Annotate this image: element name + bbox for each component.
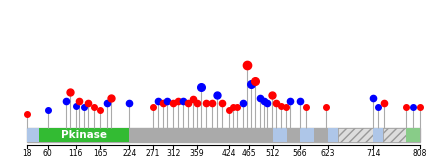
Text: 424: 424	[222, 148, 236, 157]
Bar	[406, 128, 420, 142]
Text: 623: 623	[321, 148, 335, 157]
Bar	[300, 128, 313, 142]
Bar	[328, 128, 338, 142]
Text: 566: 566	[292, 148, 307, 157]
Bar	[313, 128, 328, 142]
Bar	[129, 128, 273, 142]
Text: 465: 465	[242, 148, 257, 157]
Text: 512: 512	[266, 148, 280, 157]
Text: 60: 60	[43, 148, 53, 157]
Text: 116: 116	[68, 148, 83, 157]
Text: 359: 359	[189, 148, 204, 157]
Text: 165: 165	[93, 148, 108, 157]
Text: 714: 714	[366, 148, 381, 157]
Bar	[273, 128, 287, 142]
Text: 808: 808	[413, 148, 427, 157]
Bar	[373, 128, 383, 142]
Bar	[287, 128, 300, 142]
Bar	[338, 128, 373, 142]
Text: 312: 312	[166, 148, 181, 157]
Bar	[39, 128, 129, 142]
Bar	[27, 128, 420, 142]
Bar	[383, 128, 406, 142]
Bar	[27, 128, 39, 142]
Text: 271: 271	[146, 148, 160, 157]
Text: 224: 224	[122, 148, 137, 157]
Text: 18: 18	[22, 148, 32, 157]
Text: Pkinase: Pkinase	[61, 130, 107, 140]
